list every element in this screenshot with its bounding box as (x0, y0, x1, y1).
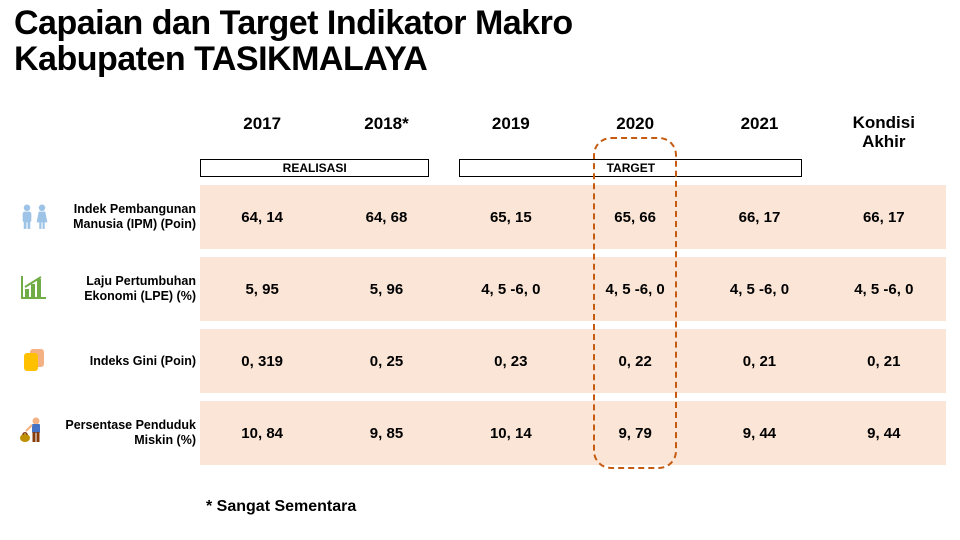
table-container: 2017 2018* 2019 2020 2021 Kondisi Akhir … (14, 106, 946, 473)
cell: 65, 66 (573, 185, 697, 249)
table-row: Indek Pembangunan Manusia (IPM) (Poin) 6… (14, 185, 946, 249)
section-boxes: REALISASI TARGET (200, 159, 946, 177)
year-2020: 2020 (573, 106, 697, 155)
people-icon (14, 204, 54, 230)
cell: 4, 5 -6, 0 (573, 257, 697, 321)
cell: 0, 21 (822, 329, 946, 393)
gini-icon (14, 347, 54, 375)
cell: 64, 68 (324, 185, 448, 249)
slide-title: Capaian dan Target Indikator Makro Kabup… (14, 6, 573, 77)
section-target: TARGET (459, 159, 802, 177)
cell: 9, 79 (573, 401, 697, 465)
cell: 10, 84 (200, 401, 324, 465)
cell: 66, 17 (822, 185, 946, 249)
cell: 9, 85 (324, 401, 448, 465)
cell: 5, 95 (200, 257, 324, 321)
cell: 65, 15 (449, 185, 573, 249)
cell: 0, 21 (697, 329, 821, 393)
cell: 9, 44 (697, 401, 821, 465)
indicator-label-lpe: Laju Pertumbuhan Ekonomi (LPE) (%) (54, 274, 200, 305)
cell: 64, 14 (200, 185, 324, 249)
cell: 0, 25 (324, 329, 448, 393)
cell: 66, 17 (697, 185, 821, 249)
cell: 0, 22 (573, 329, 697, 393)
cell: 0, 23 (449, 329, 573, 393)
table-row: Indeks Gini (Poin) 0, 319 0, 25 0, 23 0,… (14, 329, 946, 393)
cell: 4, 5 -6, 0 (697, 257, 821, 321)
title-line-2: Kabupaten TASIKMALAYA (14, 40, 427, 78)
poverty-icon (14, 416, 54, 451)
section-spacer (14, 159, 200, 177)
indicator-label-gini: Indeks Gini (Poin) (54, 354, 200, 370)
table-row: Laju Pertumbuhan Ekonomi (LPE) (%) 5, 95… (14, 257, 946, 321)
year-header-cells: 2017 2018* 2019 2020 2021 Kondisi Akhir (200, 106, 946, 155)
footnote: * Sangat Sementara (206, 498, 356, 516)
year-header-row: 2017 2018* 2019 2020 2021 Kondisi Akhir (14, 106, 946, 155)
cell: 4, 5 -6, 0 (449, 257, 573, 321)
section-end-spacer (832, 159, 946, 177)
title-line-1: Capaian dan Target Indikator Makro (14, 4, 573, 42)
year-2021: 2021 (697, 106, 821, 155)
indicator-label-miskin: Persentase Penduduk Miskin (%) (54, 418, 200, 449)
section-row: REALISASI TARGET (14, 159, 946, 177)
indicator-label-ipm: Indek Pembangunan Manusia (IPM) (Poin) (54, 202, 200, 233)
cell: 5, 96 (324, 257, 448, 321)
cell: 0, 319 (200, 329, 324, 393)
table-body: Indek Pembangunan Manusia (IPM) (Poin) 6… (14, 185, 946, 465)
cell: 4, 5 -6, 0 (822, 257, 946, 321)
cell: 9, 44 (822, 401, 946, 465)
year-2018: 2018* (324, 106, 448, 155)
year-2019: 2019 (449, 106, 573, 155)
chart-icon (14, 274, 54, 305)
year-2017: 2017 (200, 106, 324, 155)
year-kondisi-akhir: Kondisi Akhir (822, 106, 946, 155)
section-realisasi: REALISASI (200, 159, 429, 177)
cell: 10, 14 (449, 401, 573, 465)
table-row: Persentase Penduduk Miskin (%) 10, 84 9,… (14, 401, 946, 465)
